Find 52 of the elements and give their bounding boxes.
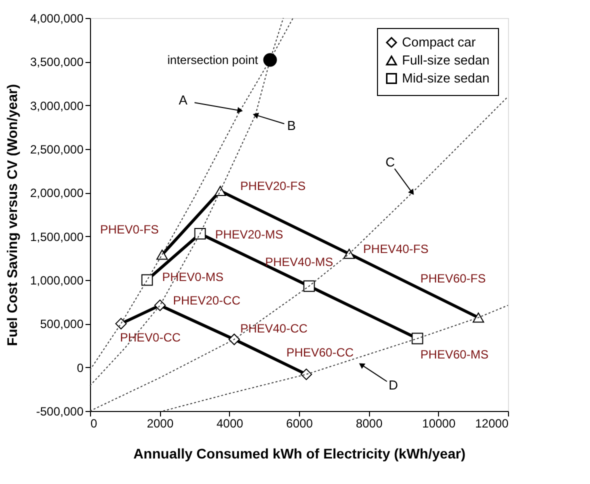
point: [115, 318, 127, 330]
point: [194, 228, 206, 240]
point: [412, 332, 424, 344]
annotation: PHEV0-FS: [100, 222, 159, 237]
x-axis-title: Annually Consumed kWh of Electricity (kWh/year): [133, 446, 466, 462]
y-tick-label: 4,000,000: [30, 12, 84, 26]
y-tick-label: 2,500,000: [30, 142, 84, 156]
point: [303, 280, 315, 292]
point: [141, 274, 153, 286]
annotation: PHEV60-CC: [286, 345, 354, 360]
legend-label: Full-size sedan: [402, 52, 490, 68]
y-tick-label: 0: [76, 360, 84, 375]
annotation: B: [287, 118, 296, 133]
x-tick-label: 10000: [422, 416, 456, 430]
y-tick-label: 500,000: [40, 317, 84, 332]
annotation: C: [386, 154, 395, 170]
y-axis-title: Fuel Cost Saving versus CV (Won/year): [4, 84, 20, 346]
y-tick-label: 1,500,000: [30, 230, 84, 244]
annotation: PHEV20-MS: [215, 228, 284, 242]
annotation: PHEV20-FS: [240, 178, 306, 193]
annotation: PHEV40-MS: [265, 255, 334, 270]
x-tick-label: 4000: [216, 416, 244, 430]
annotation: PHEV0-CC: [120, 330, 182, 345]
point: [154, 300, 166, 312]
x-tick-label: 2000: [146, 416, 174, 430]
x-tick-label: 8000: [356, 416, 383, 430]
annotation: A: [178, 92, 188, 108]
annotation: PHEV40-FS: [363, 242, 429, 256]
x-tick-label: 12000: [475, 416, 509, 430]
point: [228, 334, 240, 346]
legend-label: Mid-size sedan: [402, 70, 490, 86]
y-tick-label: 1,000,000: [30, 274, 84, 288]
y-tick-label: 3,000,000: [30, 98, 84, 113]
y-tick-label: 2,000,000: [30, 186, 84, 200]
point: [214, 186, 226, 196]
annotation: D: [388, 378, 398, 393]
annotation: PHEV40-CC: [240, 321, 308, 336]
annotation: PHEV60-MS: [420, 348, 488, 362]
x-tick-label: 0: [90, 416, 98, 430]
point: [156, 250, 168, 260]
legend-label: Compact car: [402, 34, 476, 50]
point: [263, 53, 277, 67]
annotation: PHEV20-CC: [173, 293, 241, 308]
x-tick-label: 6000: [286, 416, 314, 430]
point: [472, 312, 484, 323]
annotation: PHEV60-FS: [420, 272, 486, 286]
point: [300, 368, 312, 380]
y-tick-label: 3,500,000: [30, 55, 84, 70]
point: [343, 248, 355, 259]
annotation: PHEV0-MS: [162, 270, 224, 284]
y-tick-label: -500,000: [36, 404, 84, 418]
annotation: intersection point: [167, 52, 259, 67]
